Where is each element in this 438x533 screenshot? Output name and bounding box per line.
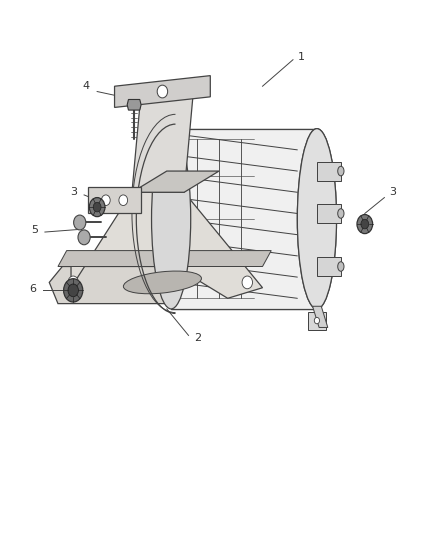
Text: 6: 6 <box>29 284 36 294</box>
Text: 5: 5 <box>31 225 38 236</box>
Text: 1: 1 <box>298 52 305 62</box>
Ellipse shape <box>338 262 344 271</box>
Ellipse shape <box>152 128 191 309</box>
Circle shape <box>89 198 105 216</box>
Polygon shape <box>127 100 141 110</box>
Text: 3: 3 <box>70 187 77 197</box>
Text: 3: 3 <box>389 187 396 197</box>
Circle shape <box>78 230 90 245</box>
Ellipse shape <box>338 166 344 176</box>
Polygon shape <box>71 192 262 298</box>
Polygon shape <box>49 266 276 304</box>
Polygon shape <box>171 128 317 309</box>
Polygon shape <box>132 171 219 192</box>
Polygon shape <box>317 257 341 276</box>
Circle shape <box>157 85 168 98</box>
Circle shape <box>361 219 369 229</box>
Ellipse shape <box>124 271 201 294</box>
Polygon shape <box>58 251 271 266</box>
Ellipse shape <box>338 209 344 218</box>
Ellipse shape <box>297 128 336 309</box>
Circle shape <box>64 279 83 302</box>
Circle shape <box>102 195 110 206</box>
Polygon shape <box>115 76 210 108</box>
Polygon shape <box>132 97 193 192</box>
Circle shape <box>242 276 253 289</box>
Circle shape <box>119 195 127 206</box>
Circle shape <box>68 284 78 297</box>
Text: 4: 4 <box>83 81 90 91</box>
Polygon shape <box>88 187 141 214</box>
Circle shape <box>314 317 320 324</box>
Ellipse shape <box>297 128 336 309</box>
Polygon shape <box>317 161 341 181</box>
Circle shape <box>93 203 101 212</box>
Polygon shape <box>308 312 325 330</box>
Polygon shape <box>317 204 341 223</box>
Circle shape <box>74 215 86 230</box>
Text: 2: 2 <box>194 333 201 343</box>
Circle shape <box>357 215 373 233</box>
Circle shape <box>68 276 78 289</box>
Polygon shape <box>313 306 328 327</box>
